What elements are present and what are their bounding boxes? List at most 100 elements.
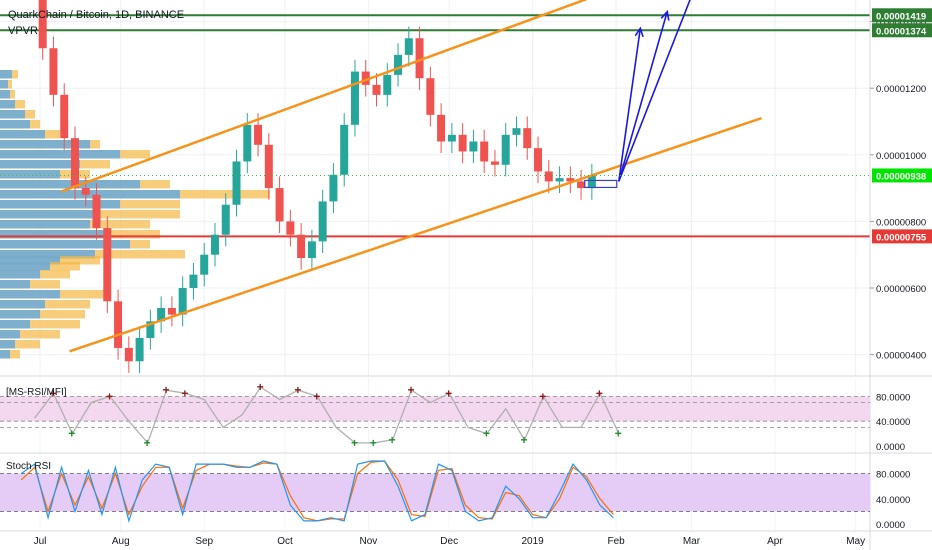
volume-profile-bar bbox=[0, 310, 40, 319]
current-price-label: 0.00000938 bbox=[876, 171, 926, 182]
candle-body bbox=[458, 134, 467, 152]
stoch-band bbox=[0, 473, 870, 512]
rsi-sell-marker: + bbox=[445, 386, 452, 400]
time-tick-label: Mar bbox=[683, 536, 701, 547]
volume-profile-bar bbox=[0, 210, 100, 219]
rsi-sell-marker: + bbox=[257, 380, 264, 394]
level-badge-label: 0.00001374 bbox=[876, 26, 927, 37]
volume-profile-bar bbox=[0, 120, 30, 129]
rsi-sell-marker: + bbox=[181, 386, 188, 400]
candle-body bbox=[221, 204, 230, 235]
candle-body bbox=[329, 174, 338, 202]
candle-body bbox=[383, 74, 392, 95]
candle-body bbox=[340, 124, 349, 175]
volume-profile-bar bbox=[0, 320, 30, 329]
candle-body bbox=[254, 124, 263, 145]
time-tick-label: May bbox=[846, 536, 865, 547]
candle-body bbox=[210, 234, 219, 255]
candle-body bbox=[544, 171, 553, 182]
volume-profile-bar bbox=[0, 230, 110, 239]
rsi-line bbox=[34, 386, 620, 445]
price-tick-label: 0.00001400 bbox=[876, 18, 926, 29]
candle-body bbox=[232, 161, 241, 205]
candle-body bbox=[157, 307, 166, 322]
price-tick-label: 0.00001200 bbox=[876, 84, 926, 95]
level-badge bbox=[872, 229, 932, 244]
candle-body bbox=[555, 178, 564, 182]
volume-profile-bar bbox=[0, 130, 45, 139]
projection-arrow bbox=[618, 0, 691, 182]
volume-profile-bar bbox=[0, 320, 80, 329]
rsi-buy-marker: + bbox=[370, 436, 377, 450]
candle-body bbox=[534, 148, 543, 172]
vpvr-label: VPVR bbox=[8, 25, 38, 37]
rsi-buy-marker: + bbox=[351, 436, 358, 450]
rsi-panel-title: [MS-RSI/MFI] bbox=[6, 387, 67, 398]
candle-body bbox=[38, 0, 47, 49]
candle-body bbox=[361, 71, 370, 85]
price-tick-label: 0.00000400 bbox=[876, 351, 926, 362]
level-badge-label: 0.00001419 bbox=[876, 11, 926, 22]
volume-profile-bar bbox=[0, 70, 12, 79]
candle-body bbox=[81, 188, 90, 195]
rsi-sell-marker: + bbox=[163, 383, 170, 397]
time-tick-label: Sep bbox=[195, 536, 213, 547]
candle-body bbox=[178, 288, 187, 315]
volume-profile-bar bbox=[0, 280, 30, 289]
candle-body bbox=[350, 71, 359, 125]
volume-profile-bar bbox=[0, 160, 80, 169]
rsi-buy-marker: + bbox=[144, 436, 151, 450]
candle-body bbox=[103, 228, 112, 302]
rsi-sell-marker: + bbox=[407, 383, 414, 397]
level-badge bbox=[872, 8, 932, 23]
volume-profile-bar bbox=[0, 190, 180, 199]
candle-body bbox=[318, 201, 327, 242]
channel-upper-line bbox=[61, 0, 588, 193]
volume-profile-bar bbox=[0, 220, 90, 229]
rsi-buy-marker: + bbox=[68, 427, 75, 441]
volume-profile-bar bbox=[0, 330, 60, 339]
volume-profile-bar bbox=[0, 256, 60, 265]
candle-body bbox=[92, 194, 101, 229]
candle-body bbox=[49, 48, 58, 95]
volume-profile-bar bbox=[0, 80, 8, 89]
candle-body bbox=[577, 181, 586, 189]
candle-body bbox=[437, 114, 446, 142]
candle-body bbox=[286, 221, 295, 235]
candle-body bbox=[114, 301, 123, 348]
volume-profile-bar bbox=[0, 310, 85, 319]
volume-profile-bar bbox=[0, 180, 140, 189]
projection-arrow bbox=[618, 11, 669, 182]
volume-profile-bar bbox=[0, 90, 10, 99]
stoch-tick-label: 40.0000 bbox=[876, 495, 910, 506]
time-tick-label: Aug bbox=[112, 536, 130, 547]
rsi-buy-marker: + bbox=[615, 427, 622, 441]
volume-profile-bar bbox=[0, 350, 10, 359]
volume-profile-bar bbox=[0, 270, 40, 279]
price-tick-label: 0.00000800 bbox=[876, 217, 926, 228]
candle-body bbox=[146, 321, 155, 338]
volume-profile-bar bbox=[0, 262, 50, 271]
rsi-tick-label: 0.0000 bbox=[876, 442, 905, 453]
projection-arrow bbox=[617, 28, 642, 182]
candle-body bbox=[60, 94, 69, 139]
rsi-buy-marker: + bbox=[521, 433, 528, 447]
level-badge bbox=[872, 23, 932, 38]
rsi-tick-label: 80.0000 bbox=[876, 392, 910, 403]
rsi-sell-marker: + bbox=[106, 389, 113, 403]
candle-body bbox=[469, 141, 478, 152]
candle-body bbox=[447, 134, 456, 142]
projection-arrow-head bbox=[660, 9, 670, 21]
channel-lower-line bbox=[69, 116, 762, 353]
candle-body bbox=[523, 128, 532, 149]
candle-body bbox=[415, 38, 424, 79]
candle-body bbox=[243, 124, 252, 162]
volume-profile-bar bbox=[0, 340, 15, 349]
candle-body bbox=[189, 274, 198, 288]
candle-body bbox=[394, 54, 403, 75]
candle-body bbox=[264, 144, 273, 189]
rsi-sell-marker: + bbox=[313, 389, 320, 403]
rsi-sell-marker: + bbox=[596, 386, 603, 400]
